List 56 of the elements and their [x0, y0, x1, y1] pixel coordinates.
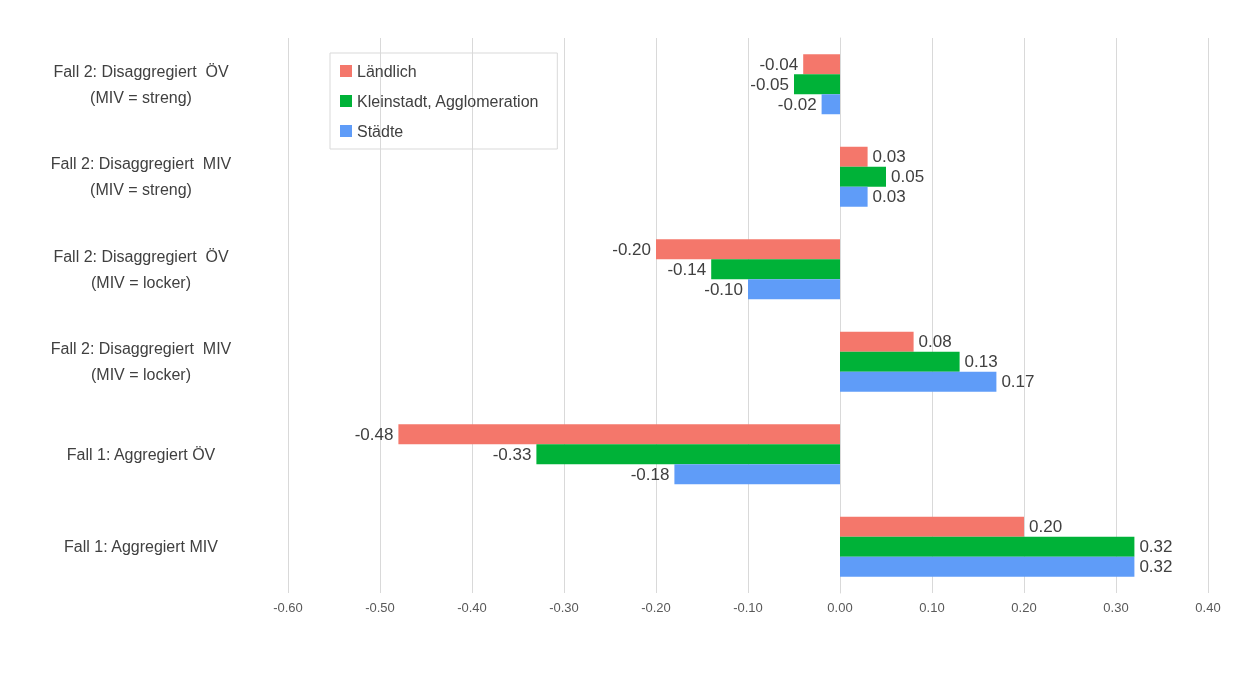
bar	[794, 74, 840, 95]
x-tick-label: 0.20	[1011, 600, 1037, 615]
x-tick-label: -0.20	[641, 600, 671, 615]
y-tick-label: Fall 1: Aggregiert MIV	[64, 538, 219, 556]
x-tick-label: 0.10	[919, 600, 945, 615]
bar	[711, 259, 840, 280]
data-label: -0.10	[704, 279, 743, 299]
x-tick-label: -0.40	[457, 600, 487, 615]
x-tick-label: 0.30	[1103, 600, 1129, 615]
bar	[840, 186, 868, 207]
legend-label: Städte	[357, 122, 404, 140]
data-label: -0.33	[492, 444, 532, 464]
bar	[840, 351, 960, 372]
data-label: 0.32	[1139, 557, 1173, 577]
y-tick-label: Fall 2: Disaggregiert MIV (MIV = streng)	[50, 155, 232, 199]
data-label: -0.05	[750, 74, 789, 94]
data-label: -0.04	[759, 54, 799, 74]
bar	[840, 556, 1135, 577]
bar	[398, 424, 840, 445]
bar	[821, 94, 840, 115]
x-tick-label: -0.10	[733, 600, 763, 615]
x-tick-label: -0.60	[273, 600, 303, 615]
data-label: 0.13	[964, 352, 998, 372]
y-tick-label: Fall 2: Disaggregiert MIV (MIV = locker)	[50, 340, 232, 384]
bar	[674, 464, 840, 485]
x-tick-label: -0.30	[549, 600, 579, 615]
data-label: -0.18	[630, 464, 670, 484]
bar	[840, 536, 1135, 557]
x-tick-label: 0.00	[827, 600, 853, 615]
data-label: 0.17	[1001, 372, 1035, 392]
bar	[536, 444, 840, 465]
y-tick-label: Fall 2: Disaggregiert ÖV (MIV = locker)	[53, 247, 229, 291]
y-tick-label: Fall 1: Aggregiert ÖV	[66, 445, 216, 463]
data-label: 0.03	[872, 147, 906, 167]
data-label: -0.20	[612, 239, 651, 259]
data-label: 0.32	[1139, 537, 1173, 557]
bar	[803, 54, 840, 75]
bar	[840, 371, 997, 392]
bar	[840, 516, 1024, 537]
bar	[840, 146, 868, 167]
legend-label: Kleinstadt, Agglomeration	[357, 92, 539, 110]
y-tick-label: Fall 2: Disaggregiert ÖV (MIV = streng)	[53, 62, 229, 106]
x-tick-label: -0.50	[365, 600, 395, 615]
data-label: -0.14	[667, 259, 707, 279]
data-label: 0.05	[891, 167, 925, 187]
bar	[656, 239, 840, 260]
data-label: -0.48	[354, 424, 394, 444]
x-tick-label: 0.40	[1195, 600, 1221, 615]
bar	[840, 166, 886, 187]
data-label: 0.08	[918, 332, 952, 352]
data-label: 0.20	[1029, 517, 1063, 537]
bar	[748, 279, 840, 300]
data-label: -0.02	[777, 94, 817, 114]
data-label: 0.03	[872, 187, 906, 207]
bar	[840, 331, 914, 352]
legend-label: Ländlich	[357, 62, 417, 80]
